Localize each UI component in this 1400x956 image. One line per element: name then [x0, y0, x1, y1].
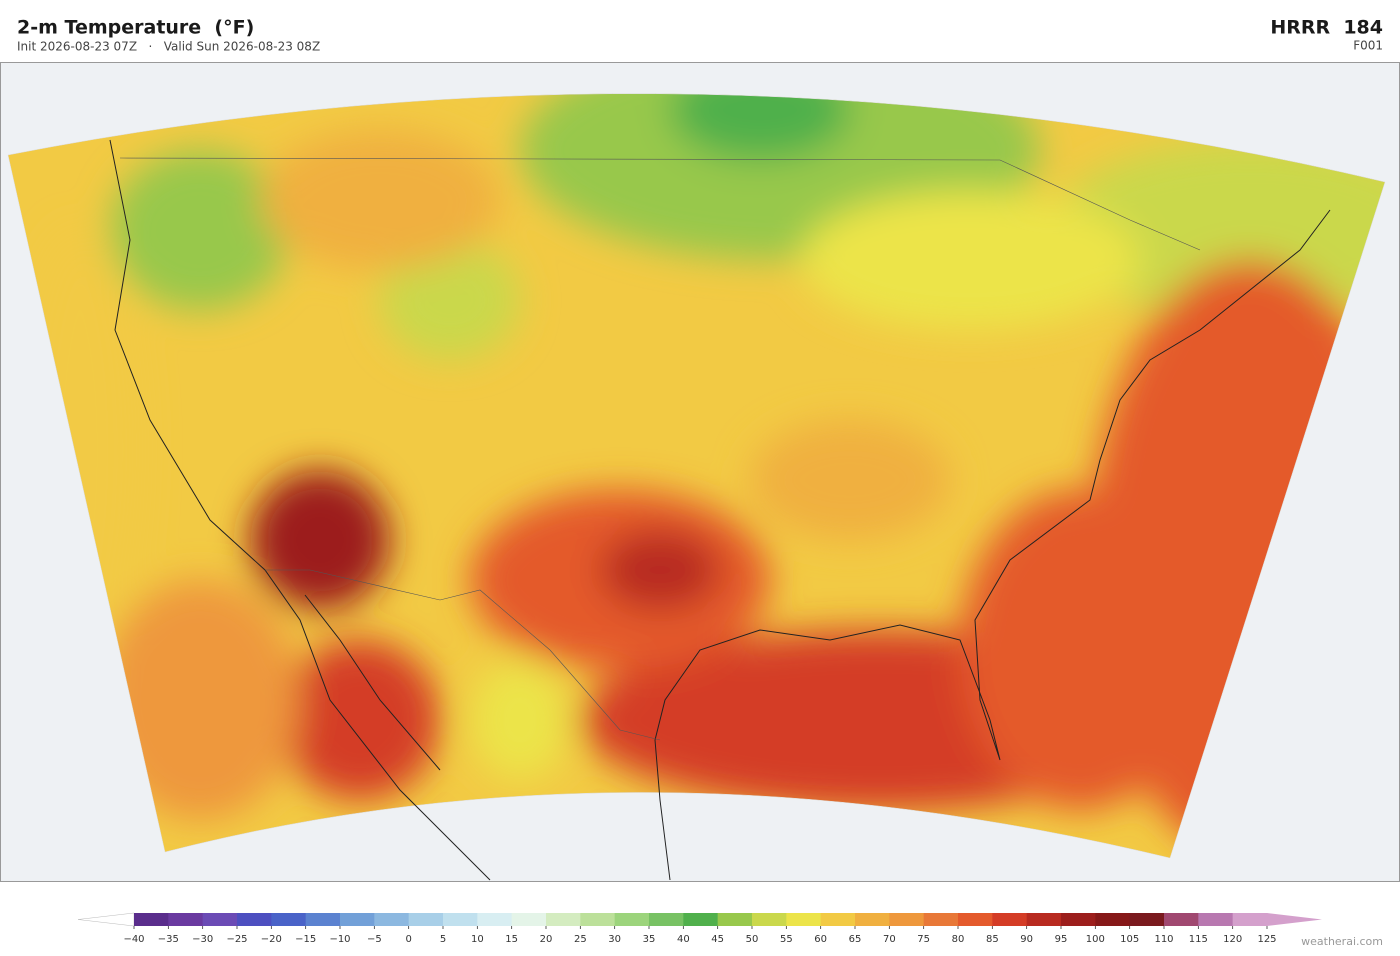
colorbar-segment: [649, 913, 684, 926]
colorbar-segment: [820, 913, 856, 926]
colorbar-tick-label: −40: [123, 934, 144, 945]
colorbar-tick-label: −25: [226, 934, 247, 945]
colorbar-segment: [1095, 913, 1131, 926]
model-label: HRRR 184: [1270, 17, 1383, 39]
colorbar-tick-label: 120: [1223, 934, 1242, 945]
colorbar-segment: [992, 913, 1028, 926]
colorbar-segment: [889, 913, 925, 926]
colorbar-segment: [168, 913, 204, 926]
colorbar: −40 −35 −30 −25 −20 −15 −10 −5 0 5 10 15 20 25 30 35 40 4…: [77, 912, 1322, 945]
colorbar-tick-label: −20: [261, 934, 282, 945]
colorbar-tick-label: 95: [1055, 934, 1068, 945]
colorbar-segment: [237, 913, 272, 926]
borders: [119, 157, 1201, 741]
colorbar-tick-label: 20: [540, 934, 553, 945]
temperature-field: [8, 93, 1385, 859]
colorbar-tick-label: 45: [711, 934, 724, 945]
colorbar-segment: [374, 913, 410, 926]
colorbar-tick-label: 100: [1086, 934, 1105, 945]
colorbar-segment: [477, 913, 513, 926]
colorbar-segment: [580, 913, 616, 926]
forecast-hour: F001: [1353, 39, 1383, 53]
colorbar-segment: [683, 913, 719, 926]
colorbar-tick-label: 10: [471, 934, 484, 945]
colorbar-tick-label: 50: [746, 934, 759, 945]
colorbar-tick-label: 75: [917, 934, 930, 945]
watermark: weatherai.com: [1301, 935, 1383, 948]
colorbar-tick-label: 35: [643, 934, 656, 945]
colorbar-tick-label: 30: [608, 934, 621, 945]
colorbar-tick-label: 115: [1189, 934, 1208, 945]
colorbar-tick-label: −35: [158, 934, 179, 945]
subtitle: Init 2026-08-23 07Z · Valid Sun 2026-08-…: [17, 40, 320, 54]
colorbar-segment: [546, 913, 581, 926]
colorbar-segment: [408, 913, 444, 926]
colorbar-tick-label: 105: [1120, 934, 1139, 945]
colorbar-segment: [614, 913, 650, 926]
colorbar-over: [1267, 913, 1322, 926]
colorbar-segment: [958, 913, 993, 926]
colorbar-segment: [271, 913, 307, 926]
colorbar-tick-label: −15: [295, 934, 316, 945]
coastlines: [109, 139, 1331, 881]
colorbar-segment: [1232, 913, 1268, 926]
title: 2-m Temperature (°F): [17, 17, 254, 39]
colorbar-tick-label: 40: [677, 934, 690, 945]
colorbar-segment: [1061, 913, 1096, 926]
colorbar-segment: [717, 913, 753, 926]
colorbar-tick-label: 125: [1257, 934, 1276, 945]
colorbar-segment: [202, 913, 238, 926]
colorbar-tick-label: −10: [329, 934, 350, 945]
colorbar-tick-label: 85: [986, 934, 999, 945]
colorbar-tick-label: −30: [192, 934, 213, 945]
colorbar-segment: [1026, 913, 1062, 926]
colorbar-tick-label: 25: [574, 934, 587, 945]
colorbar-segment: [1198, 913, 1234, 926]
colorbar-tick-label: 80: [952, 934, 965, 945]
colorbar-under: [77, 912, 135, 927]
colorbar-tick-label: 70: [883, 934, 896, 945]
colorbar-segment: [305, 913, 341, 926]
colorbar-tick-label: 15: [505, 934, 518, 945]
colorbar-segment: [1129, 913, 1165, 926]
colorbar-segment: [340, 913, 375, 926]
colorbar-tick-label: 110: [1154, 934, 1173, 945]
colorbar-tick-label: 0: [405, 934, 411, 945]
colorbar-segment: [786, 913, 822, 926]
domain-edge: [7, 93, 1386, 859]
colorbar-segment: [134, 913, 169, 926]
colorbar-tick-label: 65: [849, 934, 862, 945]
colorbar-tick-label: 60: [814, 934, 827, 945]
colorbar-segment: [923, 913, 959, 926]
colorbar-tick-label: −5: [367, 934, 382, 945]
colorbar-tick-label: 5: [440, 934, 446, 945]
colorbar-tick-label: 55: [780, 934, 793, 945]
colorbar-segment: [443, 913, 478, 926]
colorbar-segment: [1164, 913, 1199, 926]
colorbar-segment: [855, 913, 890, 926]
colorbar-tick-label: 90: [1020, 934, 1033, 945]
colorbar-segment: [511, 913, 547, 926]
colorbar-segment: [752, 913, 787, 926]
